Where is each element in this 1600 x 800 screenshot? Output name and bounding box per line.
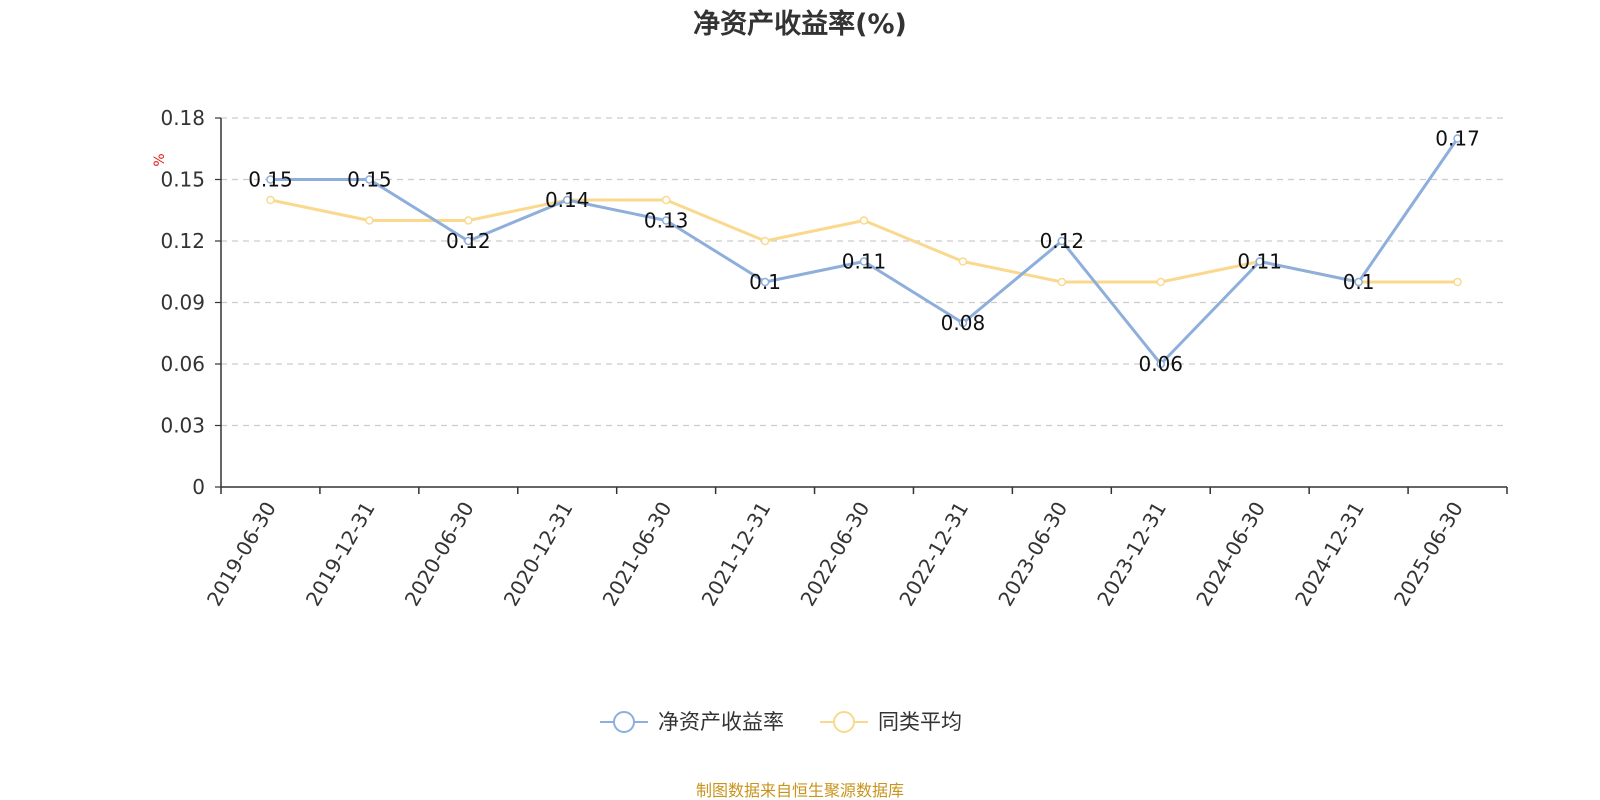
x-tick-label: 2019-06-30: [202, 498, 281, 611]
x-tick-label: 2025-06-30: [1389, 498, 1468, 611]
data-point: [365, 175, 374, 184]
legend-item-roe[interactable]: 净资产收益率: [600, 710, 784, 734]
x-tick-label: 2021-06-30: [598, 498, 677, 611]
data-label: 0.14: [545, 188, 590, 212]
y-tick-label: 0.15: [160, 168, 205, 192]
x-tick-label: 2023-12-31: [1092, 498, 1171, 611]
data-point: [1453, 134, 1462, 143]
legend-circle-icon: [833, 711, 855, 733]
data-point: [859, 216, 869, 225]
data-label: 0.12: [1040, 229, 1085, 253]
x-tick-label: 2020-06-30: [400, 498, 479, 611]
data-labels: 0.15 0.15 0.12 0.14 0.13 0.1 0.11 0.08 0.12 0.06 0…: [248, 127, 1480, 377]
data-point: [1057, 277, 1067, 287]
x-tick-label: 2020-12-31: [499, 498, 578, 611]
data-point: [859, 257, 869, 266]
x-tick-label: 2023-06-30: [993, 498, 1072, 611]
x-tick-label: 2019-12-31: [301, 498, 380, 611]
legend-item-peer-average[interactable]: 同类平均: [820, 710, 962, 734]
y-tick-label: 0.18: [160, 106, 205, 130]
data-point: [958, 257, 968, 266]
y-axis-unit-label: %: [152, 153, 168, 166]
data-label: 0.1: [1343, 270, 1375, 294]
data-point: [266, 175, 275, 184]
x-tick-label: 2024-06-30: [1191, 498, 1270, 611]
y-tick-label: 0.03: [160, 414, 205, 438]
legend-label: 同类平均: [878, 710, 962, 734]
legend[interactable]: 净资产收益率 同类平均: [600, 710, 962, 734]
data-point: [464, 216, 473, 225]
data-label: 0.06: [1139, 352, 1184, 376]
data-point: [661, 195, 671, 205]
data-point: [1354, 277, 1363, 287]
y-tick-label: 0: [192, 475, 205, 499]
legend-label: 净资产收益率: [658, 710, 784, 734]
data-point: [760, 277, 770, 287]
x-tick-label: 2021-12-31: [697, 498, 776, 611]
data-point: [661, 216, 671, 225]
data-point: [1156, 277, 1166, 287]
x-tick-label: 2022-12-31: [894, 498, 973, 611]
data-label: 0.17: [1435, 127, 1480, 151]
y-tick-label: 0.09: [160, 291, 205, 315]
data-point: [1156, 359, 1166, 369]
chart-title: 净资产收益率(%): [693, 8, 907, 40]
y-tick-label: 0.06: [160, 352, 205, 376]
x-tick-label: 2022-06-30: [795, 498, 874, 611]
data-label: 0.1: [749, 270, 781, 294]
data-point: [1057, 236, 1067, 246]
legend-circle-icon: [613, 711, 635, 733]
gridlines: [221, 117, 1507, 427]
data-point: [365, 216, 374, 225]
y-tick-label: 0.12: [160, 229, 205, 253]
data-point: [1255, 257, 1264, 266]
series-layer: [266, 134, 1462, 369]
series-roe: [266, 134, 1462, 369]
data-label: 0.11: [842, 250, 887, 274]
data-point: [1453, 277, 1462, 287]
data-label: 0.13: [644, 209, 689, 233]
data-label: 0.12: [446, 229, 491, 253]
data-label: 0.11: [1237, 250, 1282, 274]
data-label: 0.15: [347, 168, 392, 192]
data-source-note: 制图数据来自恒生聚源数据库: [696, 781, 904, 800]
data-point: [562, 195, 572, 205]
data-point: [760, 236, 770, 246]
data-point: [266, 195, 275, 205]
data-point: [464, 236, 473, 246]
y-axis-ticks: 0 0.03 0.06 0.09 0.12 0.15 0.18: [160, 106, 221, 499]
data-label: 0.08: [941, 311, 986, 335]
x-tick-label: 2024-12-31: [1290, 498, 1369, 611]
data-label: 0.15: [248, 168, 293, 192]
data-point: [958, 318, 968, 328]
